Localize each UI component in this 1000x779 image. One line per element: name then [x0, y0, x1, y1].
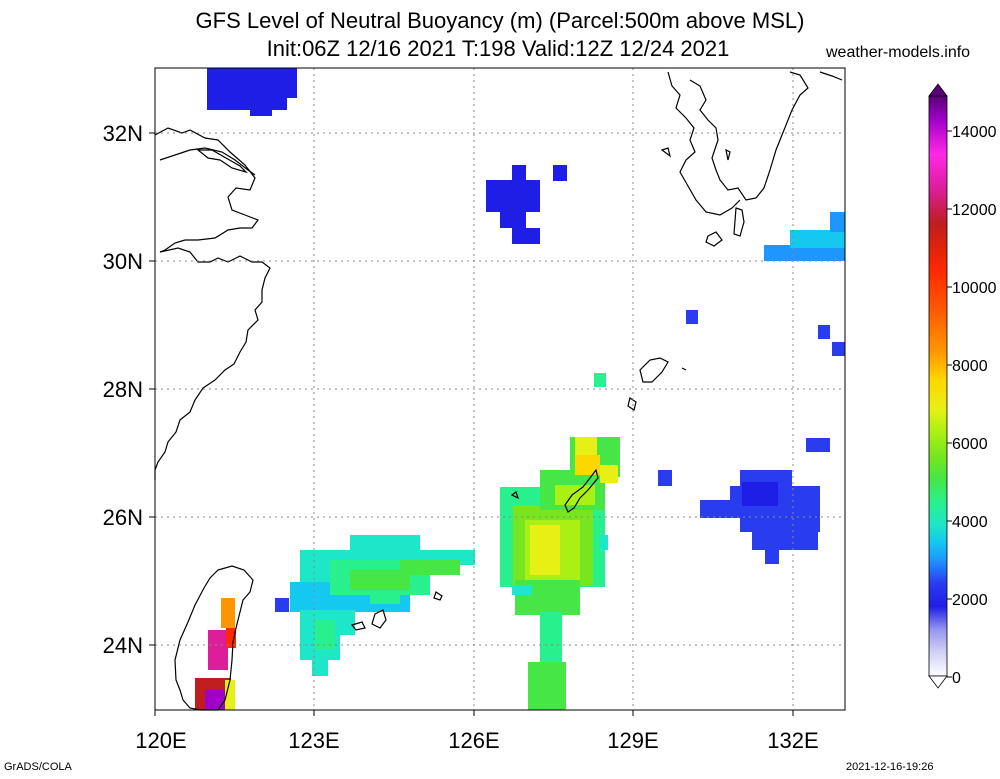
colorbar-top-arrow: [928, 83, 948, 97]
yangtze-inner: [196, 149, 249, 174]
colorbar-label: 8000: [952, 358, 988, 375]
field-cell: [208, 630, 228, 670]
colorbar-label: 14000: [952, 124, 997, 141]
chart-title: GFS Level of Neutral Buoyancy (m) (Parce…: [195, 8, 805, 33]
yaeyama-islands: [350, 591, 443, 631]
footer-timestamp: 2021-12-16-19:26: [846, 761, 934, 773]
field-cell: [594, 373, 606, 387]
field-cell: [221, 598, 235, 628]
yangtze-outline: [159, 147, 256, 176]
site-label: weather-models.info: [826, 44, 971, 61]
colorbar-label: 10000: [952, 280, 997, 297]
field-cell: [600, 465, 618, 483]
field-cell: [370, 590, 400, 604]
colorbar-label: 6000: [952, 436, 988, 453]
colorbar-label: 4000: [952, 514, 988, 531]
lat-label: 24N: [103, 633, 143, 658]
grid-lines: [155, 68, 845, 710]
field-cell: [790, 230, 845, 248]
lon-label: 126E: [448, 728, 499, 753]
field-cell: [350, 570, 410, 590]
chart-subtitle: Init:06Z 12/16 2021 T:198 Valid:12Z 12/2…: [266, 36, 730, 61]
lon-label: 120E: [135, 728, 186, 753]
lon-label: 129E: [607, 728, 658, 753]
china-coast-north: [154, 127, 259, 253]
okinawa-island: [510, 468, 599, 513]
amami-islands: [627, 357, 687, 411]
lon-label: 123E: [288, 728, 339, 753]
field-cell: [806, 438, 830, 452]
field-cell: [512, 165, 526, 183]
tanegashima: [705, 207, 745, 247]
field-cell: [207, 68, 297, 98]
lon-label: 132E: [767, 728, 818, 753]
field-cell: [553, 165, 567, 181]
axis-ticks: [149, 132, 794, 716]
field-cell: [530, 525, 560, 575]
field-cell: [700, 500, 820, 518]
field-cell: [658, 470, 672, 486]
field-cell: [350, 535, 420, 555]
shikoku-edge: [819, 71, 843, 81]
field-cell: [400, 560, 460, 575]
field-cell: [818, 325, 830, 339]
field-cell: [555, 485, 595, 505]
field-cell: [832, 342, 845, 356]
field-cell: [250, 98, 272, 116]
field-cell: [500, 212, 526, 228]
field-cell: [764, 245, 845, 261]
field-cell: [205, 690, 227, 710]
field-cell: [275, 598, 289, 612]
field-cell: [742, 482, 778, 506]
kyushu: [689, 71, 809, 201]
field-cell: [225, 680, 235, 710]
field-cell: [207, 98, 287, 110]
field-cell: [575, 455, 600, 475]
field-cell: [512, 585, 532, 595]
colorbar-label: 12000: [952, 202, 997, 219]
field-cell: [312, 660, 328, 676]
lat-label: 32N: [103, 121, 143, 146]
field-cell: [830, 212, 845, 232]
field-cell: [512, 228, 540, 244]
field-cell: [765, 550, 779, 564]
colorbar-bottom-arrow: [928, 675, 948, 689]
goto-islands: [660, 147, 731, 161]
field-cell: [600, 535, 608, 550]
colorbar-label: 0: [952, 670, 961, 687]
lat-label: 28N: [103, 377, 143, 402]
field-cell: [540, 612, 562, 662]
field-cell: [528, 662, 566, 710]
field-cell: [740, 518, 820, 532]
buoyancy-field: [195, 68, 845, 710]
kyushu-west: [667, 71, 741, 216]
colorbar-label: 2000: [952, 592, 988, 609]
footer-credit: GrADS/COLA: [4, 761, 72, 773]
field-cell: [752, 532, 818, 550]
field-cell: [486, 180, 540, 212]
lat-label: 26N: [103, 505, 143, 530]
coastlines: [154, 71, 843, 711]
field-cell: [226, 628, 236, 648]
field-cell: [686, 310, 698, 324]
colorbar: [928, 83, 952, 689]
lat-label: 30N: [103, 249, 143, 274]
china-coast-south: [154, 247, 271, 480]
field-cell: [315, 620, 335, 650]
